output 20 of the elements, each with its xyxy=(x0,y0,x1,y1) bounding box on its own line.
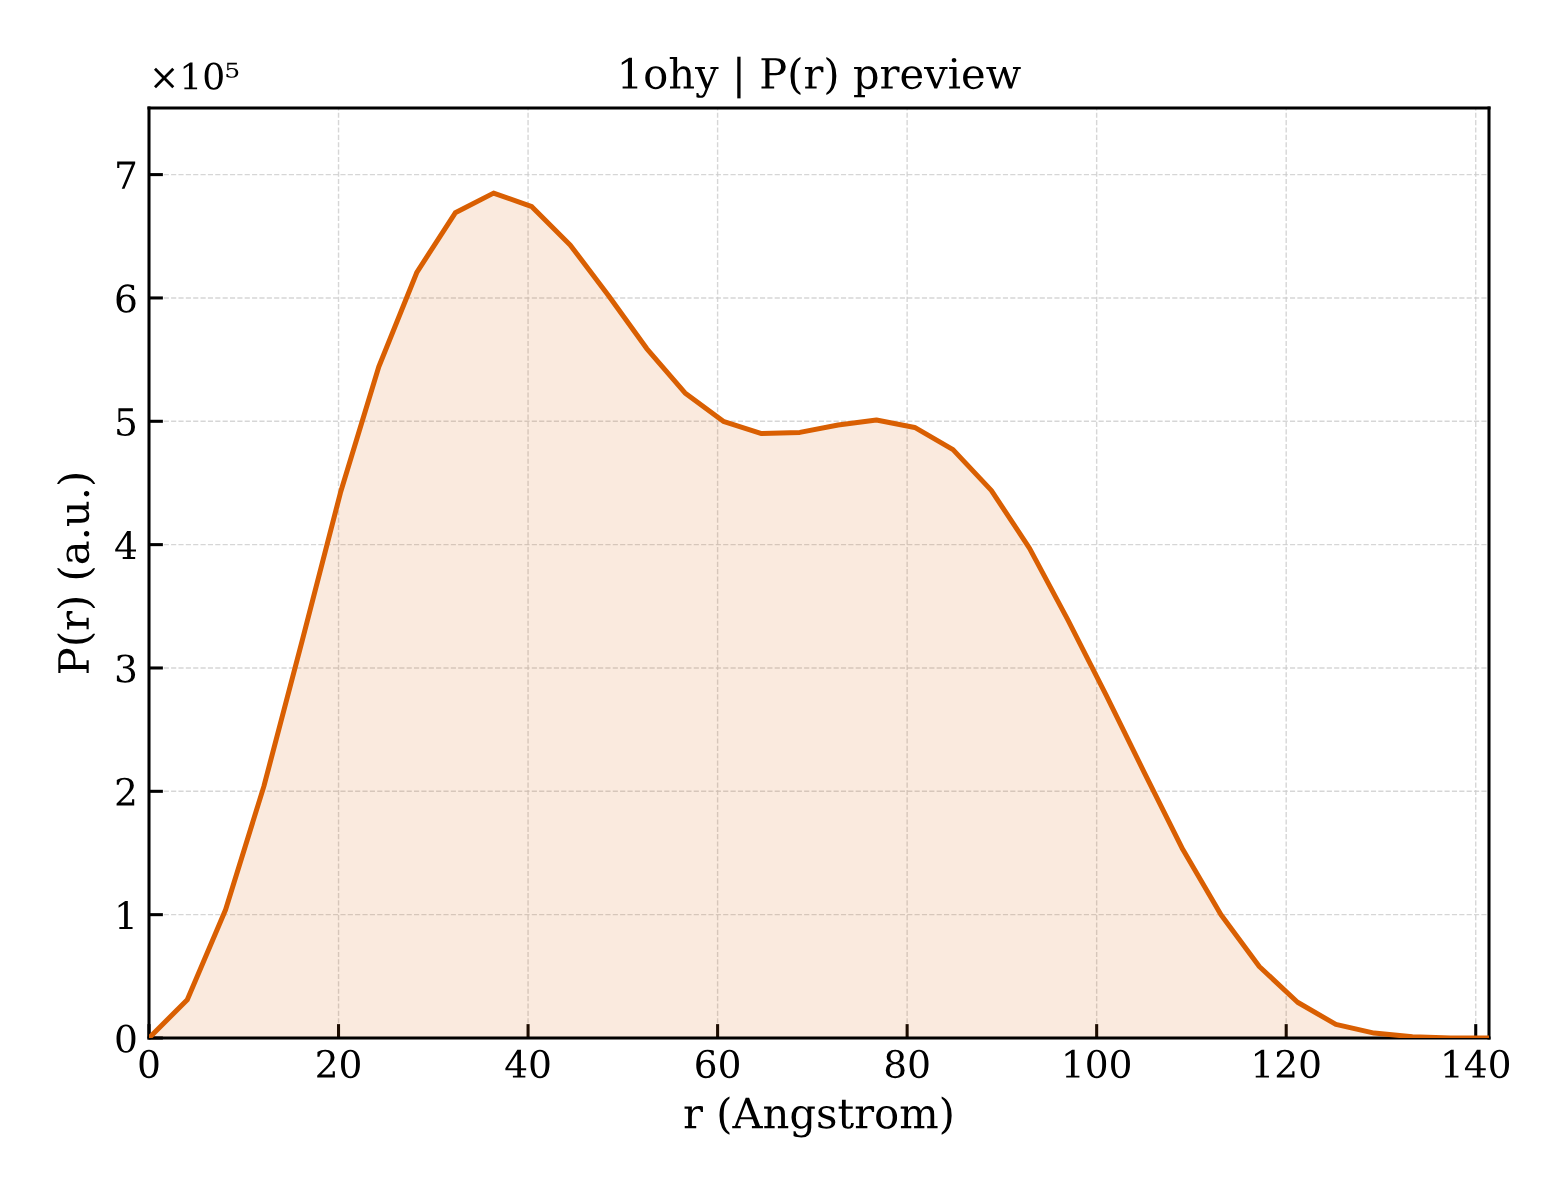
x-tick-label: 140 xyxy=(1444,1049,1510,1079)
y-tick-label: 1 xyxy=(118,901,133,929)
chart-title: 1ohy | P(r) preview xyxy=(621,56,1021,99)
y-tick-label: 0 xyxy=(116,1024,136,1053)
x-tick-label: 40 xyxy=(505,1049,550,1079)
x-tick-label: 120 xyxy=(1254,1049,1320,1079)
y-tick-label: 7 xyxy=(117,161,136,189)
y-tick-label: 4 xyxy=(115,531,136,559)
x-tick-label: 60 xyxy=(696,1049,739,1079)
y-tick-label: 3 xyxy=(116,654,136,683)
x-tick-label: 100 xyxy=(1065,1049,1130,1079)
x-tick-label: 0 xyxy=(139,1049,159,1079)
x-axis-title: r (Angstrom) xyxy=(684,1096,952,1138)
y-tick-label: 5 xyxy=(117,408,135,437)
x-tick-label: 80 xyxy=(885,1049,929,1079)
x-tick-label: 20 xyxy=(317,1049,360,1079)
y-tick-label: 2 xyxy=(116,777,135,806)
y-axis-title: P(r) (a.u.) xyxy=(57,474,96,673)
y-tick-label: 6 xyxy=(116,284,136,313)
text: ×10⁵ xyxy=(153,62,239,90)
